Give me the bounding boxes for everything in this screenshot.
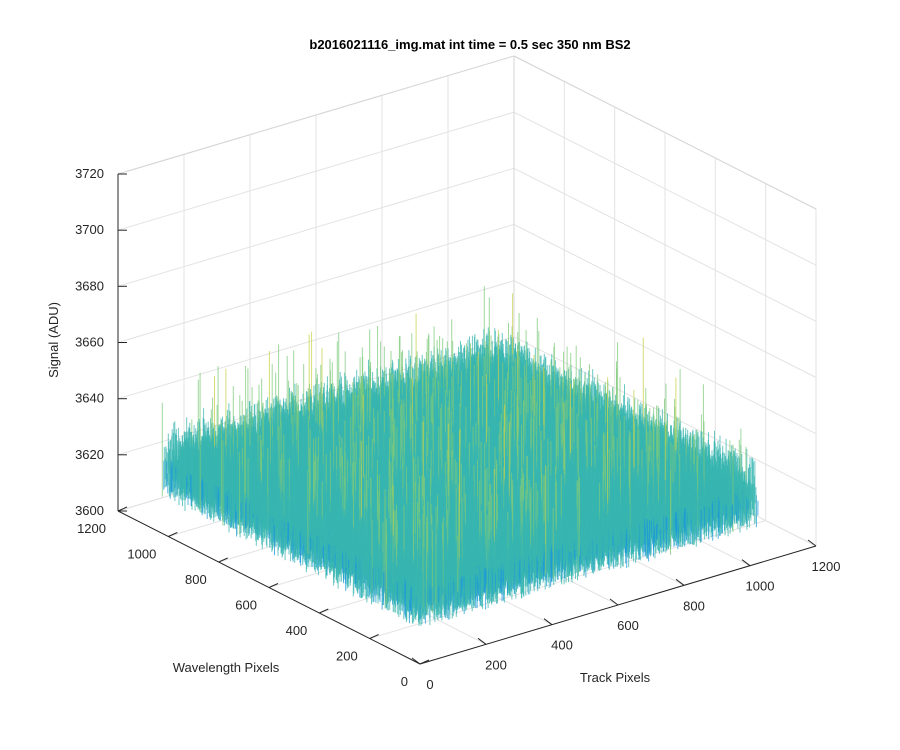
surface-chart: 0200400600800100012000200400600800100012… <box>0 0 900 750</box>
